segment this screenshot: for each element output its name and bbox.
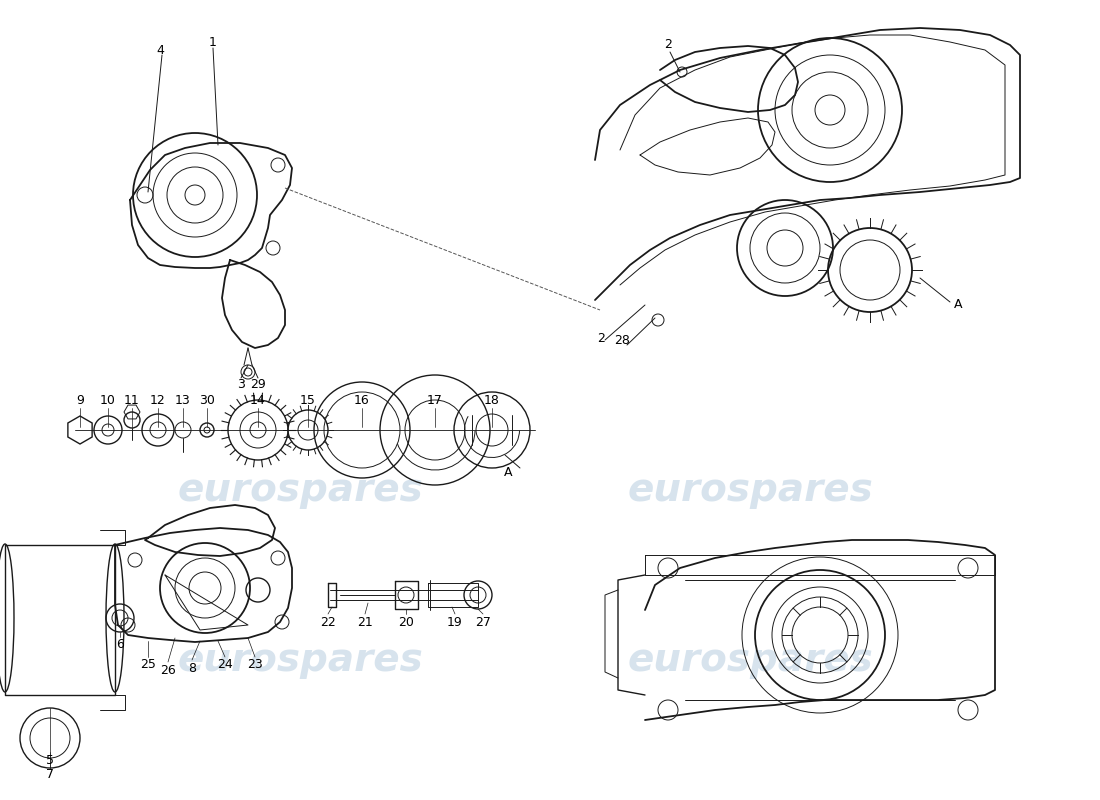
Text: 10: 10 bbox=[100, 394, 116, 406]
Text: 14: 14 bbox=[250, 394, 266, 406]
Text: eurospares: eurospares bbox=[177, 471, 422, 509]
Text: 28: 28 bbox=[614, 334, 630, 346]
Text: eurospares: eurospares bbox=[627, 641, 873, 679]
Text: eurospares: eurospares bbox=[627, 471, 873, 509]
Text: 13: 13 bbox=[175, 394, 191, 406]
Text: 8: 8 bbox=[188, 662, 196, 674]
Text: 22: 22 bbox=[320, 615, 336, 629]
Text: 4: 4 bbox=[156, 43, 164, 57]
Text: 24: 24 bbox=[217, 658, 233, 671]
Text: 26: 26 bbox=[161, 663, 176, 677]
Text: 18: 18 bbox=[484, 394, 499, 406]
Text: 9: 9 bbox=[76, 394, 84, 406]
Text: 6: 6 bbox=[117, 638, 124, 651]
Text: 23: 23 bbox=[248, 658, 263, 671]
Text: 3: 3 bbox=[238, 378, 245, 390]
Text: 21: 21 bbox=[358, 615, 373, 629]
Text: 17: 17 bbox=[427, 394, 443, 406]
Text: 7: 7 bbox=[46, 769, 54, 782]
Text: 15: 15 bbox=[300, 394, 316, 406]
Text: 1: 1 bbox=[209, 35, 217, 49]
Text: eurospares: eurospares bbox=[177, 641, 422, 679]
Text: 2: 2 bbox=[597, 331, 605, 345]
Text: 27: 27 bbox=[475, 615, 491, 629]
Text: 20: 20 bbox=[398, 615, 414, 629]
Text: 2: 2 bbox=[664, 38, 672, 51]
Text: A: A bbox=[504, 466, 513, 478]
Text: 11: 11 bbox=[124, 394, 140, 406]
Text: 30: 30 bbox=[199, 394, 214, 406]
Text: 16: 16 bbox=[354, 394, 370, 406]
Text: 12: 12 bbox=[150, 394, 166, 406]
Text: 29: 29 bbox=[250, 378, 266, 390]
Text: 5: 5 bbox=[46, 754, 54, 766]
Text: 19: 19 bbox=[447, 615, 463, 629]
Text: A: A bbox=[954, 298, 962, 311]
Text: 25: 25 bbox=[140, 658, 156, 671]
